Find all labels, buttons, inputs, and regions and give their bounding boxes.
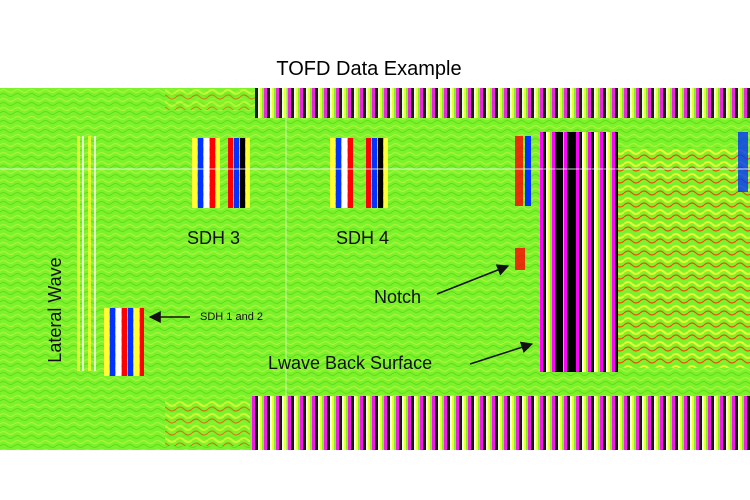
sdh3-indication: [192, 138, 250, 208]
lateral-wave-label: Lateral Wave: [45, 257, 65, 362]
sdh4-label: SDH 4: [336, 228, 389, 248]
notch-arrow: [436, 264, 510, 295]
sdh3-label: SDH 3: [187, 228, 240, 248]
sdh12-label: SDH 1 and 2: [200, 311, 263, 323]
figure-title: TOFD Data Example: [276, 58, 462, 80]
tofd-scan-image: Lateral Wave SDH 3 SDH 4 SDH 1 and 2 Not…: [0, 88, 750, 450]
sdh4-indication: [330, 138, 388, 208]
top-band: [255, 88, 750, 118]
top-band-faint: [165, 88, 255, 110]
lateral-wave-stripes: [77, 136, 96, 371]
notch-label: Notch: [374, 287, 421, 307]
bottom-band: [250, 396, 750, 450]
back-wall-region: [515, 132, 750, 372]
bottom-band-faint: [165, 400, 250, 446]
sdh12-indication: [104, 308, 144, 376]
lwave-back-surface-label: Lwave Back Surface: [268, 353, 432, 373]
lwave-arrow: [469, 341, 534, 365]
